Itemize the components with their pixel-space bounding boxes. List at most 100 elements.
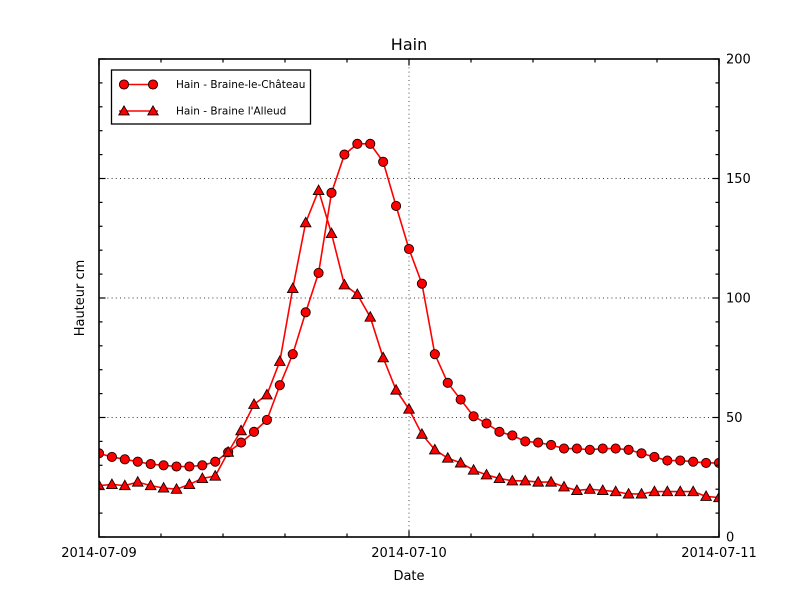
data-point-triangle-icon bbox=[687, 485, 700, 497]
data-point-circle-icon bbox=[365, 138, 376, 149]
y-tick-label-150: 150 bbox=[726, 172, 751, 187]
data-point-triangle-icon bbox=[118, 479, 131, 491]
data-point-circle-icon bbox=[610, 443, 621, 454]
data-point-circle-icon bbox=[623, 444, 634, 455]
chart-title: Hain bbox=[391, 35, 427, 54]
data-point-circle-icon bbox=[546, 439, 557, 451]
data-point-circle-icon bbox=[442, 377, 453, 388]
data-point-circle-icon bbox=[688, 456, 699, 467]
legend-triangle-marker-icon bbox=[118, 105, 130, 116]
legend: Hain - Braine-le-Château Hain - Braine l… bbox=[110, 69, 312, 125]
data-point-triangle-icon bbox=[712, 491, 719, 503]
data-point-circle-icon bbox=[701, 457, 712, 468]
data-point-triangle-icon bbox=[402, 402, 416, 414]
data-point-triangle-icon bbox=[674, 485, 687, 497]
data-point-circle-icon bbox=[132, 456, 143, 467]
y-tick-label-200: 200 bbox=[726, 53, 751, 68]
data-point-circle-icon bbox=[119, 454, 130, 465]
series-triangle bbox=[99, 184, 719, 503]
legend-circle-marker-icon bbox=[118, 79, 130, 90]
y-tick-label-0: 0 bbox=[726, 531, 734, 546]
data-point-triangle-icon bbox=[480, 468, 493, 480]
data-point-triangle-icon bbox=[506, 474, 519, 486]
data-point-triangle-icon bbox=[325, 227, 338, 239]
data-point-triangle-icon bbox=[351, 288, 364, 299]
data-point-triangle-icon bbox=[338, 278, 351, 290]
data-point-circle-icon bbox=[403, 243, 415, 255]
data-point-circle-icon bbox=[558, 443, 570, 454]
x-axis-label: Date bbox=[393, 569, 424, 584]
data-point-triangle-icon bbox=[700, 490, 713, 501]
data-point-triangle-icon bbox=[312, 184, 325, 196]
data-point-circle-icon bbox=[494, 426, 505, 437]
data-point-triangle-icon bbox=[583, 482, 596, 494]
data-point-circle-icon bbox=[507, 430, 518, 441]
data-point-circle-icon bbox=[662, 455, 673, 466]
series-layer bbox=[99, 138, 719, 503]
data-point-circle-icon bbox=[236, 437, 247, 448]
gridlines bbox=[99, 59, 719, 537]
data-point-circle-icon bbox=[571, 443, 582, 454]
legend-frame bbox=[110, 69, 312, 125]
data-point-circle-icon bbox=[520, 436, 531, 447]
data-point-triangle-icon bbox=[273, 355, 286, 366]
y-tick-label-50: 50 bbox=[726, 411, 743, 426]
data-point-triangle-icon bbox=[622, 487, 635, 499]
data-point-circle-icon bbox=[171, 461, 182, 472]
data-point-circle-icon bbox=[158, 460, 169, 471]
data-point-triangle-icon bbox=[635, 487, 648, 499]
data-point-circle-icon bbox=[300, 307, 311, 318]
legend-circle-marker-icon bbox=[147, 79, 159, 90]
data-point-circle-icon bbox=[274, 380, 285, 391]
data-point-circle-icon bbox=[184, 461, 195, 472]
legend-label-braine-le-chateau: Hain - Braine-le-Château bbox=[176, 79, 305, 91]
data-point-triangle-icon bbox=[570, 484, 583, 495]
data-point-circle-icon bbox=[468, 411, 479, 422]
series-line bbox=[99, 143, 719, 468]
legend-triangle-marker-icon bbox=[147, 105, 159, 116]
data-point-triangle-icon bbox=[390, 383, 403, 395]
data-point-triangle-icon bbox=[648, 485, 661, 497]
data-point-triangle-icon bbox=[441, 451, 454, 463]
y-axis-label: Hauteur cm bbox=[73, 260, 88, 337]
data-point-circle-icon bbox=[287, 349, 298, 360]
data-point-circle-icon bbox=[248, 426, 260, 437]
data-point-triangle-icon bbox=[235, 424, 248, 436]
data-point-triangle-icon bbox=[609, 485, 622, 497]
data-point-triangle-icon bbox=[105, 478, 118, 489]
data-point-circle-icon bbox=[675, 455, 686, 466]
legend-label-braine-l-alleud: Hain - Braine l'Alleud bbox=[176, 106, 286, 118]
data-point-triangle-icon bbox=[260, 388, 273, 400]
data-point-circle-icon bbox=[391, 200, 402, 212]
data-point-triangle-icon bbox=[661, 485, 674, 497]
data-point-circle-icon bbox=[533, 437, 544, 448]
x-tick-label-2: 2014-07-11 bbox=[681, 546, 757, 561]
data-point-circle-icon bbox=[197, 460, 208, 471]
data-point-circle-icon bbox=[481, 418, 492, 429]
data-point-triangle-icon bbox=[144, 479, 157, 491]
data-point-circle-icon bbox=[313, 267, 324, 278]
data-point-circle-icon bbox=[455, 394, 466, 405]
data-point-circle-icon bbox=[352, 138, 363, 149]
data-point-triangle-icon bbox=[209, 469, 222, 481]
x-tick-label-0: 2014-07-09 bbox=[61, 546, 137, 561]
data-point-circle-icon bbox=[597, 443, 608, 454]
data-point-circle-icon bbox=[378, 156, 389, 167]
data-point-circle-icon bbox=[261, 414, 272, 425]
legend-entry-braine-l-alleud: Hain - Braine l'Alleud bbox=[118, 105, 286, 118]
y-tick-label-100: 100 bbox=[726, 292, 751, 307]
data-point-circle-icon bbox=[649, 451, 660, 462]
data-point-circle-icon bbox=[636, 448, 647, 459]
data-point-triangle-icon bbox=[364, 310, 377, 322]
data-point-triangle-icon bbox=[247, 398, 261, 409]
axis-ticks bbox=[98, 58, 720, 538]
data-point-circle-icon bbox=[584, 444, 595, 455]
x-tick-label-1: 2014-07-10 bbox=[371, 546, 447, 561]
data-point-triangle-icon bbox=[286, 282, 299, 293]
data-point-triangle-icon bbox=[170, 482, 183, 494]
data-point-triangle-icon bbox=[467, 463, 480, 475]
data-point-circle-icon bbox=[210, 456, 221, 467]
data-point-triangle-icon bbox=[157, 481, 170, 493]
